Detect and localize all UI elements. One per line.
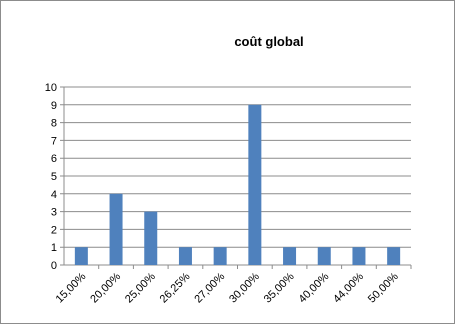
y-tick-label: 9: [51, 100, 57, 112]
bar: [74, 247, 88, 265]
bar: [213, 247, 227, 265]
y-tick-label: 8: [51, 118, 57, 130]
x-tick-label: 27,00%: [192, 270, 227, 305]
x-tick-label: 44,00%: [331, 270, 366, 305]
x-tick-label: 15,00%: [54, 270, 89, 305]
x-tick-label: 20,00%: [88, 270, 123, 305]
y-tick-label: 6: [51, 153, 57, 165]
bar: [178, 247, 192, 265]
x-tick-label: 40,00%: [297, 270, 332, 305]
bar: [283, 247, 297, 265]
y-tick-label: 0: [51, 260, 57, 272]
bar: [248, 104, 262, 265]
y-tick-label: 2: [51, 224, 57, 236]
y-tick-label: 1: [51, 242, 57, 254]
x-tick-label: 25,00%: [123, 270, 158, 305]
bar: [109, 193, 123, 265]
y-tick-label: 5: [51, 171, 57, 183]
bar: [387, 247, 401, 265]
bar: [144, 211, 158, 265]
x-tick-label: 26,25%: [158, 270, 193, 305]
x-tick-label: 35,00%: [262, 270, 297, 305]
x-tick-label: 30,00%: [227, 270, 262, 305]
y-tick-label: 10: [45, 82, 57, 94]
y-tick-label: 7: [51, 135, 57, 147]
x-tick-label: 50,00%: [366, 270, 401, 305]
bar: [352, 247, 366, 265]
chart-title: coût global: [234, 34, 303, 49]
y-tick-label: 3: [51, 207, 57, 219]
bar: [317, 247, 331, 265]
y-tick-label: 4: [51, 189, 57, 201]
